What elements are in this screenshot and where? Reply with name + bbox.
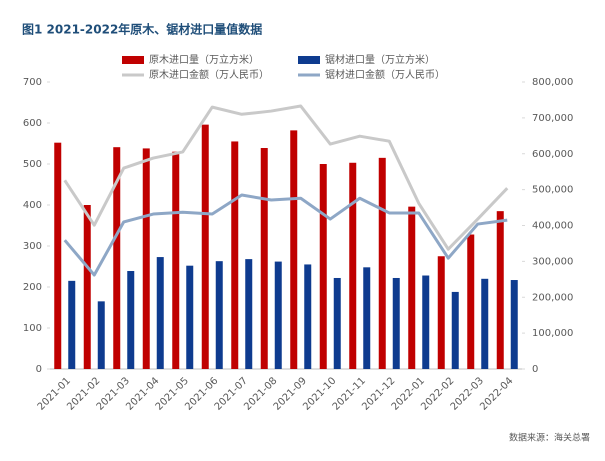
bar [260,148,268,369]
y2-tick-label: 200,000 [532,292,573,303]
bar [481,278,489,369]
bar [422,275,430,369]
legend-label: 锯材进口量（万立方米） [325,53,435,66]
y2-tick-label: 100,000 [532,328,573,339]
chart-title: 图1 2021-2022年原木、锯材进口量值数据 [22,22,262,37]
bar [97,301,105,369]
bar [290,130,298,369]
source-note: 数据来源：海关总署 [509,432,590,444]
y-tick-label: 200 [23,282,42,293]
y-tick-label: 0 [36,364,42,375]
y2-tick-label: 300,000 [532,256,573,267]
y-tick-label: 400 [23,200,42,211]
legend-label: 原木进口量（万立方米） [149,53,259,66]
legend-swatch [298,56,320,64]
y2-tick-label: 400,000 [532,221,573,232]
bar [437,256,445,369]
bar [408,206,416,369]
legend-swatch [122,56,144,64]
bar [215,261,223,369]
bar [186,265,194,369]
bar [113,147,121,369]
bar [231,141,239,369]
bar [510,280,518,369]
bar [333,277,341,369]
bar [245,259,253,369]
y-tick-label: 100 [23,323,42,334]
bar [54,142,62,369]
legend-label: 原木进口金额（万人民币） [149,68,269,81]
bar [201,124,209,369]
bar [142,148,150,369]
bar [274,261,282,369]
bar [127,271,135,369]
bar [496,211,504,369]
bar [349,162,357,369]
bar [156,257,164,369]
line-series [63,104,509,251]
y2-tick-label: 500,000 [532,185,573,196]
line-series [63,193,508,277]
bar [363,267,371,369]
y2-tick-label: 800,000 [532,77,573,88]
bar [467,234,475,369]
y-tick-label: 500 [23,159,42,170]
y-tick-label: 700 [23,77,42,88]
bar [83,205,91,369]
y-tick-label: 600 [23,118,42,129]
bar [304,264,312,369]
y2-tick-label: 600,000 [532,149,573,160]
y2-tick-label: 0 [532,364,538,375]
y-tick-label: 300 [23,241,42,252]
bar [319,164,327,369]
bar [172,151,180,369]
bar [378,157,386,369]
legend-label: 锯材进口金额（万人民币） [325,68,445,81]
y2-tick-label: 700,000 [532,113,573,124]
bar [451,291,459,369]
bar [392,277,400,369]
bar [68,280,76,369]
